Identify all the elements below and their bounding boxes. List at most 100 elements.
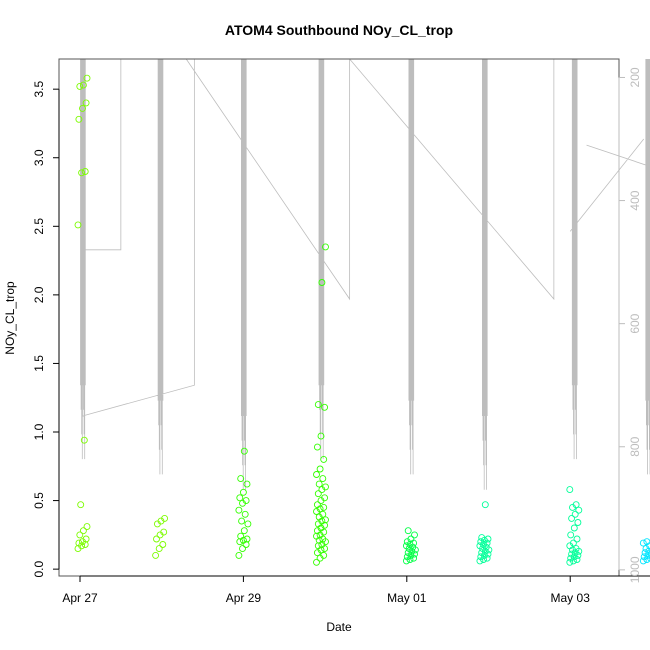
y2-tick-label: 400 <box>628 190 642 210</box>
altitude-trace-path <box>80 58 650 490</box>
data-point <box>484 535 492 543</box>
data-point <box>75 115 83 123</box>
data-point <box>238 517 246 525</box>
data-point <box>571 510 579 518</box>
data-point <box>568 550 576 558</box>
x-tick-label: Apr 29 <box>226 591 262 605</box>
data-point <box>320 455 328 463</box>
data-point <box>314 401 322 409</box>
data-point <box>314 490 322 498</box>
data-point <box>320 551 328 559</box>
data-point <box>481 501 489 509</box>
data-point <box>236 494 244 502</box>
data-point <box>572 545 580 553</box>
y2-tick-label: 200 <box>628 67 642 87</box>
y-tick-label: 2.5 <box>32 218 46 235</box>
data-point <box>81 168 89 175</box>
data-point <box>572 501 580 509</box>
data-point <box>240 527 248 535</box>
data-point <box>83 523 91 531</box>
data-point <box>573 535 581 543</box>
data-point <box>240 447 248 455</box>
data-point <box>79 527 87 535</box>
data-point <box>320 503 328 511</box>
data-point <box>80 436 88 444</box>
data-point <box>575 506 583 514</box>
data-point <box>243 480 251 488</box>
data-point <box>76 531 84 539</box>
data-point <box>404 527 412 535</box>
data-point <box>74 221 82 229</box>
data-point <box>321 403 329 411</box>
data-point <box>237 475 245 483</box>
data-point <box>239 545 246 553</box>
data-point <box>319 475 327 483</box>
data-point <box>476 557 484 565</box>
data-point <box>317 432 325 440</box>
data-point <box>570 524 578 532</box>
data-point <box>566 558 574 566</box>
y2-tick-label: 1000 <box>628 556 642 583</box>
data-point <box>322 516 329 524</box>
data-point <box>313 443 321 451</box>
data-points <box>74 74 650 566</box>
data-point <box>152 551 160 559</box>
data-point <box>639 539 647 547</box>
x-tick-label: May 01 <box>387 591 427 605</box>
data-point <box>567 554 575 562</box>
data-point <box>567 531 575 539</box>
y2-tick-label: 800 <box>628 436 642 456</box>
data-point <box>239 488 247 496</box>
data-point <box>244 520 252 528</box>
data-point <box>78 169 86 177</box>
data-point <box>237 532 245 540</box>
data-point <box>568 514 576 522</box>
y2-axis: 200 400 600 800 1000 <box>618 67 642 583</box>
data-point <box>319 510 327 518</box>
data-point <box>153 535 160 543</box>
data-point <box>641 549 649 557</box>
data-point <box>574 519 582 526</box>
data-point <box>477 538 485 546</box>
y2-tick-label: 600 <box>628 313 642 333</box>
data-point <box>243 535 251 543</box>
data-point <box>402 557 410 565</box>
data-point <box>155 545 163 553</box>
data-point <box>161 514 169 522</box>
data-point <box>318 279 326 286</box>
data-point <box>235 506 243 514</box>
data-point <box>477 553 485 561</box>
y-axis-label: NOy_CL_trop <box>3 281 17 355</box>
data-point <box>75 539 83 547</box>
altitude-trace <box>80 58 650 490</box>
y-tick-label: 1.5 <box>32 355 46 372</box>
data-point <box>322 483 329 491</box>
x-tick-label: Apr 27 <box>62 591 98 605</box>
data-point <box>402 542 410 550</box>
data-point <box>316 465 324 473</box>
data-point <box>83 74 91 82</box>
data-point <box>648 547 650 553</box>
data-point <box>639 557 647 565</box>
x-tick-label: May 03 <box>551 591 591 605</box>
y-tick-label: 2.0 <box>32 286 46 303</box>
data-point <box>322 243 329 251</box>
data-point <box>478 534 486 542</box>
data-point <box>315 480 323 488</box>
y-tick-label: 0.0 <box>32 560 46 577</box>
y-tick-label: 0.5 <box>32 492 46 509</box>
data-point <box>404 549 412 557</box>
data-point <box>478 549 486 557</box>
y-tick-label: 3.5 <box>32 81 46 98</box>
data-point <box>76 82 84 90</box>
data-point <box>313 558 320 566</box>
data-point <box>321 494 329 502</box>
y-tick-label: 1.0 <box>32 423 46 440</box>
data-point <box>159 541 167 548</box>
data-point <box>236 538 244 546</box>
data-point <box>476 542 484 550</box>
data-point <box>313 471 320 478</box>
chart-title: ATOM4 Southbound NOy_CL_trop <box>225 22 453 38</box>
